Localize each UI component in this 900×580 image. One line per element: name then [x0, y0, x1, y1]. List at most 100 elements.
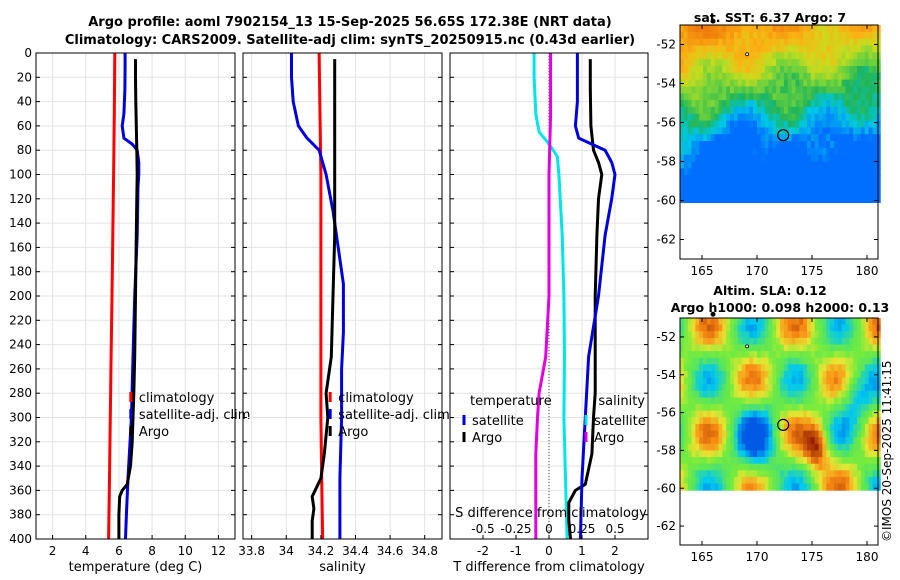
map-x-tick-label: 180 [856, 264, 879, 278]
y-tick-label: 140 [9, 216, 32, 230]
legend-label: climatology [338, 391, 414, 406]
map-x-tick-label: 165 [691, 264, 714, 278]
map-y-tick-label: -54 [656, 368, 676, 382]
y-tick-label: 320 [9, 435, 32, 449]
map-y-tick-label: -58 [656, 155, 676, 169]
map-x-tick-label: 170 [746, 550, 769, 564]
x-tick-label: 4 [82, 544, 90, 558]
top-tick-label: -0.25 [500, 522, 531, 536]
x-axis-label: T difference from climatology [452, 560, 645, 575]
title-line-2: Climatology: CARS2009. Satellite-adj cli… [64, 33, 636, 48]
map-x-tick-label: 170 [746, 264, 769, 278]
series-salinity-argo [534, 53, 553, 539]
sla_map-frame [679, 317, 879, 546]
x-axis-label: salinity [319, 560, 366, 575]
map-x-tick-label: 175 [801, 550, 824, 564]
y-tick-label: 380 [9, 508, 32, 522]
y-tick-label: 20 [17, 70, 32, 84]
x-tick-label: 2 [611, 544, 619, 558]
top-tick-label: -0.5 [471, 522, 494, 536]
map-x-tick-label: 175 [801, 264, 824, 278]
sla_map-field [680, 318, 881, 491]
x-tick-label: 2 [49, 544, 57, 558]
y-tick-label: 280 [9, 386, 32, 400]
map-y-tick-label: -56 [656, 116, 676, 130]
x-tick-label: 10 [178, 544, 193, 558]
island-marker [710, 311, 716, 317]
y-tick-label: 60 [17, 119, 32, 133]
map-x-tick-label: 165 [691, 550, 714, 564]
x-tick-label: 8 [148, 544, 156, 558]
y-tick-label: 340 [9, 459, 32, 473]
sla-map-title-line-2: Argo h1000: 0.098 h2000: 0.13 [670, 300, 890, 315]
y-tick-label: 200 [9, 289, 32, 303]
map-y-tick-label: -62 [656, 519, 676, 533]
legend-label: satellite [472, 414, 524, 429]
x-axis-label: temperature (deg C) [69, 560, 203, 575]
x-tick-label: 34 [279, 544, 294, 558]
top-tick-label: 0 [545, 522, 553, 536]
top-axis-label: S difference from climatology [455, 506, 647, 521]
y-tick-label: 120 [9, 192, 32, 206]
x-tick-label: 34.8 [411, 544, 438, 558]
x-tick-label: 0 [545, 544, 553, 558]
y-tick-label: 360 [9, 483, 32, 497]
y-tick-label: 100 [9, 168, 32, 182]
map-y-tick-label: -56 [656, 406, 676, 420]
legend-label: Argo [338, 425, 368, 440]
y-tick-label: 240 [9, 338, 32, 352]
sst_map-frame [679, 24, 879, 260]
y-tick-label: 260 [9, 362, 32, 376]
y-tick-label: 0 [24, 46, 32, 60]
x-tick-label: -1 [510, 544, 522, 558]
series-argo [310, 59, 337, 539]
sla-map-title-line-1: Altim. SLA: 0.12 [713, 283, 827, 298]
map-y-tick-label: -52 [656, 330, 676, 344]
island-marker [710, 18, 716, 24]
series-salinity-satellite [573, 53, 617, 540]
island-marker [745, 344, 749, 349]
x-tick-label: 34.4 [342, 544, 369, 558]
x-tick-label: 34.6 [377, 544, 404, 558]
title-line-1: Argo profile: aoml 7902154_13 15-Sep-202… [88, 15, 612, 30]
series-climatology [317, 52, 325, 540]
y-tick-label: 40 [17, 95, 32, 109]
x-tick-label: 33.8 [238, 544, 265, 558]
x-tick-label: 6 [115, 544, 123, 558]
series-argo [117, 59, 139, 539]
profile-location-marker [777, 129, 790, 142]
legend-title: temperature [470, 394, 552, 409]
map-y-tick-label: -54 [656, 77, 676, 91]
top-tick-label: 0.5 [605, 522, 624, 536]
island-marker [745, 52, 749, 57]
legend-title: salinity [598, 394, 645, 409]
map-y-tick-label: -58 [656, 443, 676, 457]
x-tick-label: -2 [477, 544, 489, 558]
x-tick-label: 12 [211, 544, 226, 558]
map-y-tick-label: -52 [656, 38, 676, 52]
y-tick-label: 220 [9, 313, 32, 327]
sst-map-title: sat. SST: 6.37 Argo: 7 [693, 10, 847, 25]
legend-label: Argo [472, 431, 502, 446]
legend-label: Argo [594, 431, 624, 446]
series-temperature-satellite [532, 53, 569, 540]
y-tick-label: 300 [9, 411, 32, 425]
x-tick-label: 1 [578, 544, 586, 558]
y-tick-label: 160 [9, 240, 32, 254]
map-y-tick-label: -60 [656, 481, 676, 495]
sst_map-field [680, 25, 881, 203]
x-tick-label: 34.2 [308, 544, 335, 558]
legend-label: climatology [139, 391, 215, 406]
profile-location-marker [777, 418, 790, 431]
top-tick-label: 0.25 [569, 522, 596, 536]
legend-label: satellite-adj. clim [139, 408, 251, 423]
map-x-tick-label: 180 [856, 550, 879, 564]
y-tick-label: 80 [17, 143, 32, 157]
y-tick-label: 400 [9, 532, 32, 546]
map-y-tick-label: -60 [656, 194, 676, 208]
y-tick-label: 180 [9, 265, 32, 279]
series-climatology [107, 52, 117, 540]
legend-label: satellite-adj. clim [338, 408, 450, 423]
legend-label: satellite [594, 414, 646, 429]
